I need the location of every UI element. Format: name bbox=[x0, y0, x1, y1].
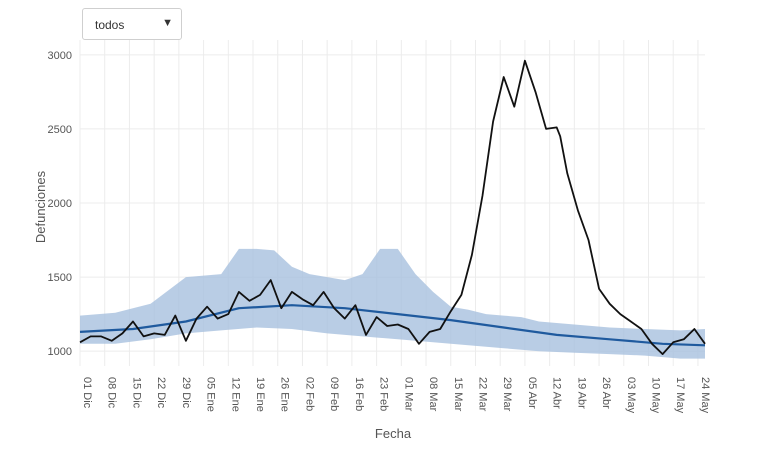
x-tick-label: 16 Feb bbox=[353, 377, 365, 411]
x-axis-label: Fecha bbox=[375, 426, 412, 441]
x-tick-label: 05 Abr bbox=[526, 377, 538, 409]
y-tick-label: 2500 bbox=[48, 124, 72, 136]
x-tick-label: 08 Mar bbox=[427, 377, 439, 412]
filter-selected-value: todos bbox=[95, 18, 125, 32]
chevron-down-icon: ▼ bbox=[162, 17, 173, 29]
x-tick-label: 10 May bbox=[650, 377, 662, 414]
x-tick-label: 26 Abr bbox=[600, 377, 612, 409]
x-tick-label: 12 Ene bbox=[229, 377, 241, 412]
expected-range-band bbox=[80, 248, 705, 359]
x-tick-label: 24 May bbox=[699, 377, 711, 414]
x-tick-label: 12 Abr bbox=[551, 377, 563, 409]
filter-dropdown[interactable]: todos ▼ bbox=[82, 8, 182, 40]
y-tick-label: 1000 bbox=[48, 346, 72, 358]
y-axis-label: Defunciones bbox=[33, 170, 48, 243]
x-tick-label: 05 Ene bbox=[205, 377, 217, 412]
chart-grid bbox=[79, 40, 705, 366]
x-tick-label: 15 Mar bbox=[452, 377, 464, 412]
x-tick-label: 15 Dic bbox=[130, 377, 142, 409]
x-tick-label: 22 Mar bbox=[476, 377, 488, 412]
x-tick-label: 01 Mar bbox=[402, 377, 414, 412]
x-tick-label: 29 Dic bbox=[180, 377, 192, 409]
x-tick-label: 17 May bbox=[674, 377, 686, 414]
x-tick-label: 02 Feb bbox=[303, 377, 315, 411]
expected-band bbox=[80, 248, 705, 359]
x-tick-label: 01 Dic bbox=[81, 377, 93, 409]
x-tick-label: 19 Ene bbox=[254, 377, 266, 412]
x-tick-label: 19 Abr bbox=[575, 377, 587, 409]
y-tick-label: 2000 bbox=[48, 198, 72, 210]
x-tick-label: 22 Dic bbox=[155, 377, 167, 409]
y-tick-label: 1500 bbox=[48, 272, 72, 284]
expected-deaths-line bbox=[79, 304, 706, 347]
x-tick-label: 09 Feb bbox=[328, 377, 340, 411]
y-axis-ticks: 1000 1500 2000 2500 3000 bbox=[48, 50, 72, 358]
x-tick-label: 26 Ene bbox=[279, 377, 291, 412]
observed-deaths-line bbox=[79, 59, 706, 356]
x-tick-label: 23 Feb bbox=[378, 377, 390, 411]
x-axis-ticks: 01 Dic 08 Dic 15 Dic 22 Dic 29 Dic 05 Ene 12 E… bbox=[81, 377, 711, 414]
x-tick-label: 03 May bbox=[625, 377, 637, 414]
chart-lines bbox=[79, 59, 706, 356]
x-tick-label: 29 Mar bbox=[501, 377, 513, 412]
y-tick-label: 3000 bbox=[48, 50, 72, 62]
x-tick-label: 08 Dic bbox=[106, 377, 118, 409]
